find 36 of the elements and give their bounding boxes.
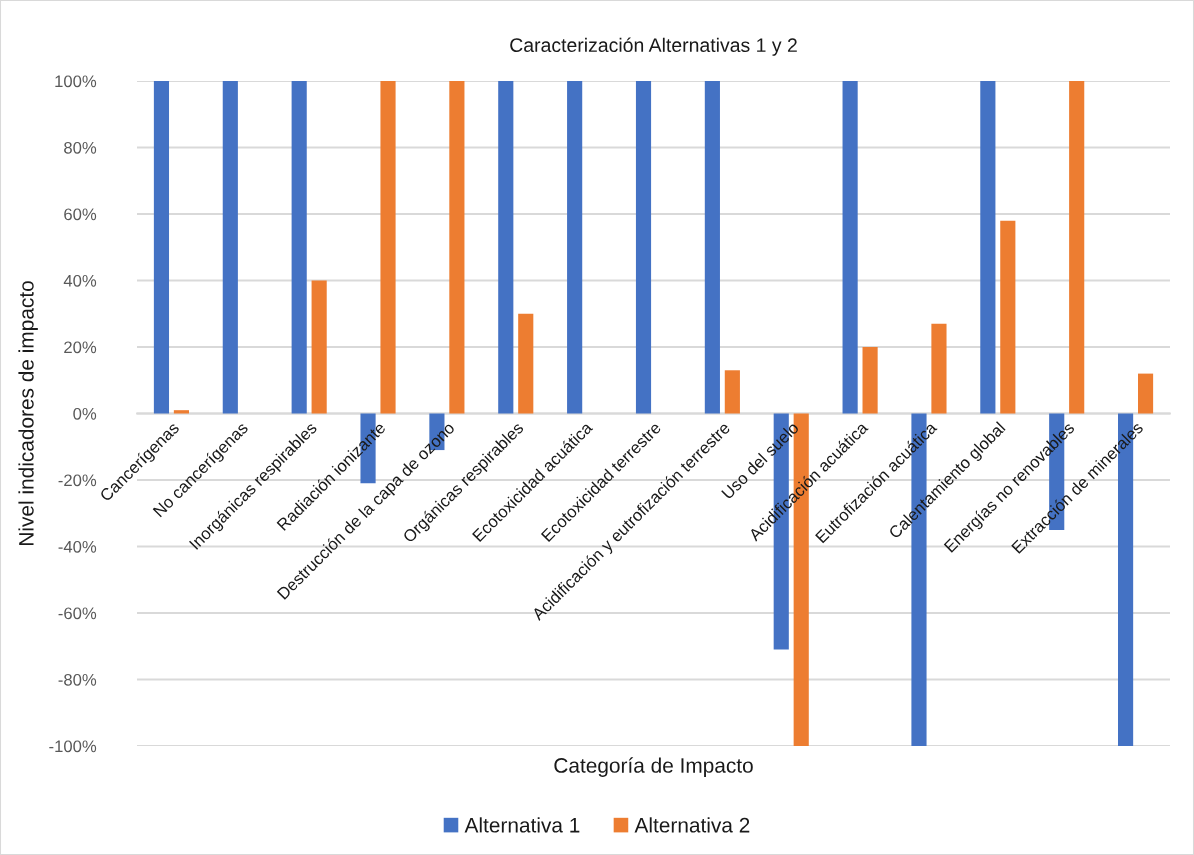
- bar: [449, 81, 465, 414]
- bar: [311, 280, 327, 414]
- bar: [567, 81, 583, 414]
- bar: [704, 81, 720, 414]
- bar: [518, 313, 534, 414]
- legend-label: Alternativa 2: [634, 817, 750, 833]
- y-tick-label: 100%: [55, 75, 97, 88]
- bar: [173, 410, 189, 414]
- bar: [1137, 373, 1154, 414]
- y-tick-label: -80%: [58, 673, 97, 686]
- y-tick-label: 0%: [73, 407, 97, 420]
- bar: [931, 323, 947, 414]
- y-tick-label: 80%: [64, 141, 97, 154]
- bar: [291, 81, 307, 414]
- bar: [862, 347, 878, 414]
- bar: [153, 81, 170, 414]
- y-tick-label: -60%: [58, 607, 97, 620]
- bar: [842, 81, 858, 414]
- bar: [980, 81, 996, 414]
- y-tick-label: 20%: [64, 341, 97, 354]
- y-tick-label: -20%: [58, 474, 97, 487]
- x-axis-title: Categoría de Impacto: [554, 757, 753, 777]
- y-tick-label: 40%: [63, 274, 97, 287]
- chart-title: Caracterización Alternativas 1 y 2: [510, 37, 797, 56]
- y-axis-title: Nivel indicadores de impacto: [18, 281, 38, 545]
- bar: [1000, 220, 1016, 414]
- legend-label: Alternativa 1: [464, 817, 580, 833]
- bar: [635, 81, 652, 414]
- bar: [498, 81, 514, 414]
- y-tick-label: -100%: [49, 740, 97, 753]
- y-tick-label: 60%: [64, 208, 97, 221]
- bar: [1069, 81, 1085, 414]
- bar: [380, 81, 396, 414]
- bar: [724, 370, 740, 414]
- y-tick-label: -40%: [58, 540, 97, 553]
- bar: [222, 81, 238, 414]
